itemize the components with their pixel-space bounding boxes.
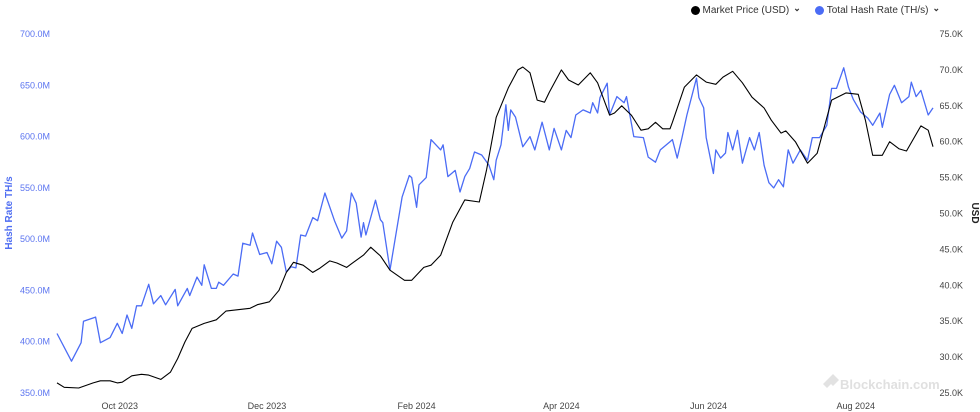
x-tick-label: Jun 2024 — [690, 401, 727, 411]
right-axis-title: USD — [969, 202, 980, 223]
legend-label: Market Price (USD) — [702, 5, 790, 16]
left-tick-label: 500.0M — [20, 234, 50, 244]
market-price-line — [56, 66, 934, 389]
x-tick-label: Feb 2024 — [398, 401, 436, 411]
right-tick-label: 60.0K — [939, 137, 963, 147]
x-tick-label: Dec 2023 — [248, 401, 287, 411]
left-tick-label: 650.0M — [20, 80, 50, 90]
left-axis-title: Hash Rate TH/s — [4, 176, 15, 250]
chevron-down-icon[interactable]: ⌄ — [793, 3, 801, 13]
right-tick-label: 30.0K — [939, 352, 963, 362]
right-tick-label: 55.0K — [939, 173, 963, 183]
x-tick-label: Aug 2024 — [837, 401, 876, 411]
right-tick-label: 65.0K — [939, 101, 963, 111]
right-tick-label: 25.0K — [939, 388, 963, 398]
left-tick-label: 350.0M — [20, 388, 50, 398]
left-tick-label: 550.0M — [20, 183, 50, 193]
hash-rate-dot-icon — [814, 6, 824, 15]
right-tick-label: 50.0K — [939, 209, 963, 219]
right-tick-label: 40.0K — [939, 280, 963, 290]
watermark-text: Blockchain.com — [840, 377, 940, 392]
left-tick-label: 450.0M — [20, 285, 50, 295]
left-tick-label: 600.0M — [20, 132, 50, 142]
left-tick-label: 400.0M — [20, 337, 50, 347]
legend: Market Price (USD) ⌄ Total Hash Rate (TH… — [690, 3, 940, 16]
right-tick-label: 75.0K — [939, 29, 963, 39]
right-tick-label: 45.0K — [939, 244, 963, 254]
left-tick-label: 700.0M — [20, 29, 50, 39]
blockchain-logo-icon — [823, 374, 839, 388]
plot-area — [56, 66, 934, 389]
watermark: Blockchain.com — [823, 374, 940, 392]
x-tick-label: Apr 2024 — [543, 401, 580, 411]
x-axis-ticks: Oct 2023 Dec 2023 Feb 2024 Apr 2024 Jun 2024… — [101, 401, 875, 411]
x-tick-label: Oct 2023 — [101, 401, 138, 411]
right-tick-label: 70.0K — [939, 65, 963, 75]
chevron-down-icon[interactable]: ⌄ — [932, 3, 940, 13]
right-tick-label: 35.0K — [939, 316, 963, 326]
right-axis-ticks: 25.0K 30.0K 35.0K 40.0K 45.0K 50.0K 55.0K 60.0K… — [939, 29, 963, 398]
market-price-dot-icon — [690, 6, 700, 15]
hash-rate-line — [56, 67, 934, 362]
legend-item-market-price[interactable]: Market Price (USD) ⌄ — [690, 3, 801, 16]
left-axis-ticks: 350.0M 400.0M 450.0M 500.0M 550.0M 600.0M 650.… — [20, 29, 50, 398]
legend-item-hash-rate[interactable]: Total Hash Rate (TH/s) ⌄ — [814, 3, 940, 16]
legend-label: Total Hash Rate (TH/s) — [826, 5, 929, 16]
